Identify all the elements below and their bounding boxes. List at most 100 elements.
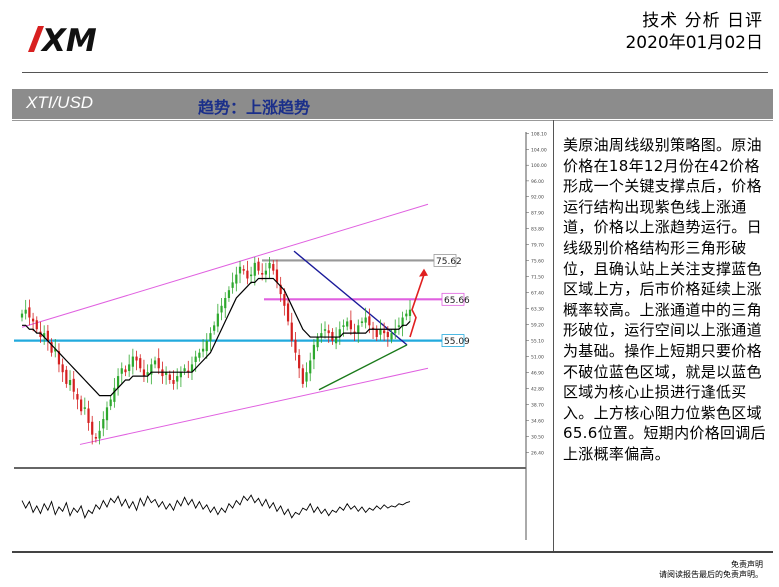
candle-body — [54, 348, 57, 352]
candle-body — [68, 380, 72, 386]
candle-body — [146, 372, 149, 375]
candle-body — [283, 294, 286, 306]
axis-tick-label: 63.30 — [531, 307, 544, 313]
candle-body — [216, 313, 219, 327]
candle-body — [272, 264, 275, 271]
axis-tick-label: 92.00 — [531, 194, 544, 200]
price-axis: 108.10 104.00 100.00 96.00 92.00 87.90 83.80 79… — [526, 132, 547, 457]
candle-body — [109, 399, 112, 407]
candle-body — [139, 358, 142, 369]
candle-body — [390, 333, 393, 340]
disclaimer-text: 请阅读报告最后的免责声明。 — [659, 570, 763, 579]
candle-body — [65, 369, 68, 384]
candle-body — [39, 331, 42, 338]
candle-body — [294, 339, 297, 353]
axis-tick-label: 71.50 — [531, 275, 544, 281]
candle-body — [301, 368, 304, 384]
column-divider — [553, 120, 554, 551]
report-type: 技术 分析 日评 — [642, 11, 763, 31]
candle-body — [91, 421, 94, 435]
candle-body — [246, 270, 249, 279]
candle-body — [142, 369, 146, 377]
axis-tick-label: 38.70 — [531, 403, 544, 409]
candle-body — [364, 317, 367, 323]
candle-body — [116, 376, 120, 388]
candle-body — [28, 307, 31, 318]
candle-body — [334, 337, 338, 344]
trend-label: 趋势：上涨趋势 — [198, 98, 311, 117]
candle-body — [401, 317, 404, 327]
axis-tick-label: 30.50 — [531, 435, 544, 441]
candle-body — [323, 329, 327, 331]
candle-body — [309, 360, 312, 374]
candle-body — [338, 329, 341, 338]
candle-body — [305, 372, 308, 382]
price-labels: 75.62 65.66 55.09 — [433, 254, 470, 347]
candle-body — [368, 316, 371, 326]
channel-upper-line — [21, 203, 429, 328]
candle-body — [238, 266, 242, 274]
candle-body — [227, 290, 231, 298]
header-divider — [22, 72, 768, 73]
candle-body — [249, 274, 253, 277]
candle-body — [242, 269, 245, 271]
candle-body — [131, 356, 134, 367]
candle-body — [327, 330, 330, 334]
axis-tick-label: 51.00 — [531, 355, 544, 361]
candle-body — [316, 337, 319, 348]
candle-body — [102, 419, 105, 429]
candle-body — [168, 374, 171, 380]
candle-body — [94, 437, 98, 439]
candle-body — [346, 321, 349, 327]
candle-body — [135, 356, 138, 361]
candle-body — [35, 320, 38, 330]
candle-body — [290, 322, 293, 341]
candle-body — [150, 364, 153, 375]
oscillator-line — [21, 494, 411, 520]
report-date: 2020年01月02日 — [625, 33, 763, 53]
candle-body — [224, 298, 227, 309]
candle-body — [394, 329, 397, 334]
axis-tick-label: 87.90 — [531, 210, 544, 216]
candle-body — [194, 356, 197, 363]
candle-body — [183, 368, 186, 372]
candle-body — [187, 370, 190, 373]
axis-tick-label: 26.40 — [531, 451, 544, 457]
candle-body — [165, 372, 168, 375]
axis-tick-label: 75.60 — [531, 259, 544, 265]
axis-tick-label: 55.10 — [531, 339, 544, 345]
candle-body — [257, 261, 260, 271]
candle-body — [128, 364, 131, 372]
candle-body — [286, 303, 290, 322]
disclaimer-title: 免责声明 — [731, 560, 763, 569]
candle-body — [57, 351, 61, 365]
title-bar: XTI/USD 趋势：上涨趋势 — [12, 89, 773, 119]
candle-body — [31, 318, 35, 322]
candle-body — [383, 330, 386, 334]
axis-tick-label: 42.80 — [531, 387, 544, 393]
axis-tick-label: 59.20 — [531, 323, 544, 329]
candle-body — [201, 348, 205, 352]
candle-body — [264, 270, 267, 275]
candle-body — [349, 320, 352, 330]
channel-lower-line — [79, 367, 429, 445]
candle-body — [120, 368, 123, 374]
oscillator-layer — [21, 494, 411, 520]
candle-body — [397, 325, 401, 327]
price-label-box — [433, 254, 457, 267]
price-label-box — [441, 292, 465, 306]
candle-body — [198, 352, 201, 358]
candle-body — [405, 313, 408, 317]
candle-body — [205, 340, 208, 352]
svg-text:XM: XM — [40, 23, 97, 58]
candle-body — [113, 387, 116, 402]
candle-body — [80, 399, 83, 412]
axis-tick-label: 83.80 — [531, 226, 544, 232]
price-label-55-09: 55.09 — [444, 337, 470, 347]
candle-body — [179, 372, 183, 378]
wedge-lower-line — [318, 344, 408, 391]
report-header: 技术 分析 日评 2020年01月02日 — [625, 10, 763, 54]
candle-body — [98, 430, 101, 439]
candle-body — [379, 329, 382, 335]
candle-body — [231, 282, 234, 288]
